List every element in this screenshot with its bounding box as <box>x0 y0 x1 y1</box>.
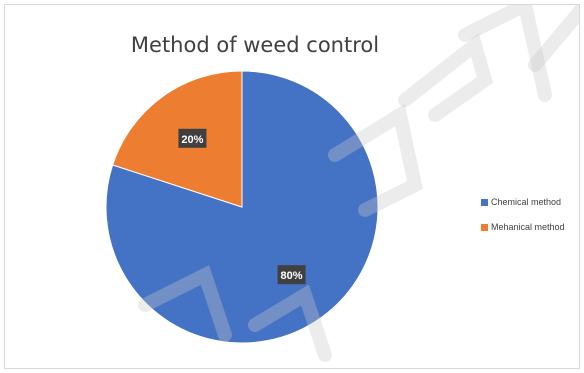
legend-label-chemical-method: Chemical method <box>491 197 562 207</box>
legend: Chemical method Mehanical method <box>481 196 565 246</box>
legend-swatch-mehanical-method <box>481 223 488 231</box>
data-label-text-chemical-method: 80% <box>281 270 303 282</box>
pie-slice-mehanical-method <box>112 70 243 208</box>
legend-item-mehanical-method: Mehanical method <box>481 221 565 233</box>
data-label-box-chemical-method <box>277 265 306 285</box>
data-label-text-mehanical-method: 20% <box>181 134 203 146</box>
pie-chart: 80% 20% <box>105 70 379 344</box>
legend-label-mehanical-method: Mehanical method <box>491 222 565 232</box>
data-label-chemical-method: 80% <box>277 265 306 285</box>
legend-item-chemical-method: Chemical method <box>481 196 565 208</box>
chart-title: Method of weed control <box>130 33 380 57</box>
chart-area: Method of weed control 80% 20% Chemical m… <box>4 4 580 369</box>
data-label-mehanical-method: 20% <box>178 128 207 148</box>
pie-slices <box>105 70 379 344</box>
legend-swatch-chemical-method <box>481 198 488 206</box>
pie-data-labels: 80% 20% <box>178 128 306 285</box>
data-label-box-mehanical-method <box>178 128 207 148</box>
